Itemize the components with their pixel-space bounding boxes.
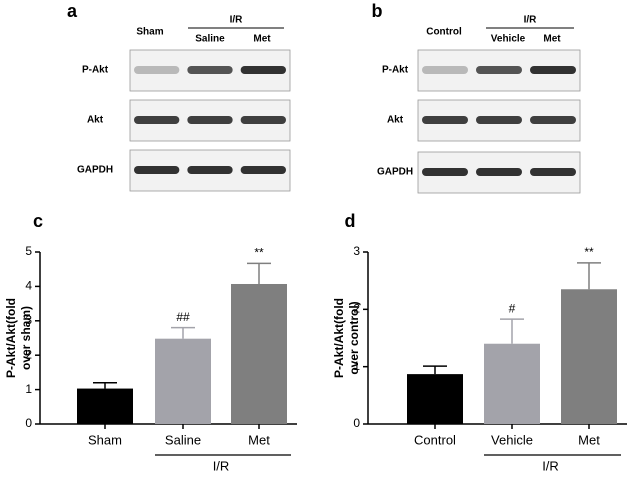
significance-label: ** [584, 245, 594, 259]
band [422, 168, 468, 176]
row-label: GAPDH [377, 167, 413, 178]
lane-label: Met [543, 34, 561, 45]
y-axis-label: P-Akt/Akt(fold [4, 298, 18, 378]
band [530, 168, 576, 176]
row-label: GAPDH [77, 165, 113, 176]
band [476, 168, 522, 176]
panel-letter: a [67, 1, 78, 21]
bar [407, 374, 463, 424]
panel-letter: c [33, 211, 43, 231]
bar [561, 289, 617, 424]
group-label: I/R [213, 458, 230, 473]
band [240, 166, 286, 174]
group-label: I/R [230, 15, 244, 26]
significance-label: ## [176, 310, 190, 324]
row-label: P-Akt [382, 65, 409, 76]
band [530, 66, 576, 74]
x-tick-label: Vehicle [491, 432, 533, 447]
band [134, 66, 180, 74]
band [476, 116, 522, 124]
band [240, 66, 286, 74]
band [530, 116, 576, 124]
row-label: Akt [387, 115, 404, 126]
panel-letter: b [372, 1, 383, 21]
row-label: Akt [87, 115, 104, 126]
y-tick-label: 3 [25, 313, 32, 327]
lane-label: Vehicle [491, 34, 526, 45]
lane-label: Saline [195, 34, 225, 45]
bar [231, 283, 287, 424]
x-tick-label: Sham [88, 432, 122, 447]
row-label: P-Akt [82, 65, 109, 76]
panel-letter: d [345, 211, 356, 231]
band [240, 116, 286, 124]
significance-label: # [509, 301, 516, 315]
bar [484, 343, 540, 424]
band [134, 166, 180, 174]
y-tick-label: 4 [25, 279, 32, 293]
y-tick-label: 2 [353, 302, 360, 316]
x-tick-label: Met [248, 432, 270, 447]
y-axis-label: over sham) [19, 306, 33, 370]
y-tick-label: 1 [25, 382, 32, 396]
band [422, 116, 468, 124]
band [187, 166, 233, 174]
y-tick-label: 0 [25, 416, 32, 430]
x-tick-label: Met [578, 432, 600, 447]
x-tick-label: Saline [165, 432, 201, 447]
bar [77, 388, 133, 424]
y-axis-label: over control) [347, 301, 361, 374]
lane-label: Control [426, 27, 462, 38]
band [187, 66, 233, 74]
lane-label: Met [253, 34, 271, 45]
y-tick-label: 0 [353, 416, 360, 430]
significance-label: ** [254, 246, 264, 260]
y-axis-label: P-Akt/Akt(fold [332, 298, 346, 378]
band [187, 116, 233, 124]
y-tick-label: 2 [25, 347, 32, 361]
group-label: I/R [542, 458, 559, 473]
group-label: I/R [524, 15, 538, 26]
bar [155, 338, 211, 424]
band [134, 116, 180, 124]
x-tick-label: Control [414, 432, 456, 447]
band [476, 66, 522, 74]
band [422, 66, 468, 74]
lane-label: Sham [136, 27, 163, 38]
y-tick-label: 5 [25, 244, 32, 258]
y-tick-label: 3 [353, 244, 360, 258]
y-tick-label: 1 [353, 359, 360, 373]
